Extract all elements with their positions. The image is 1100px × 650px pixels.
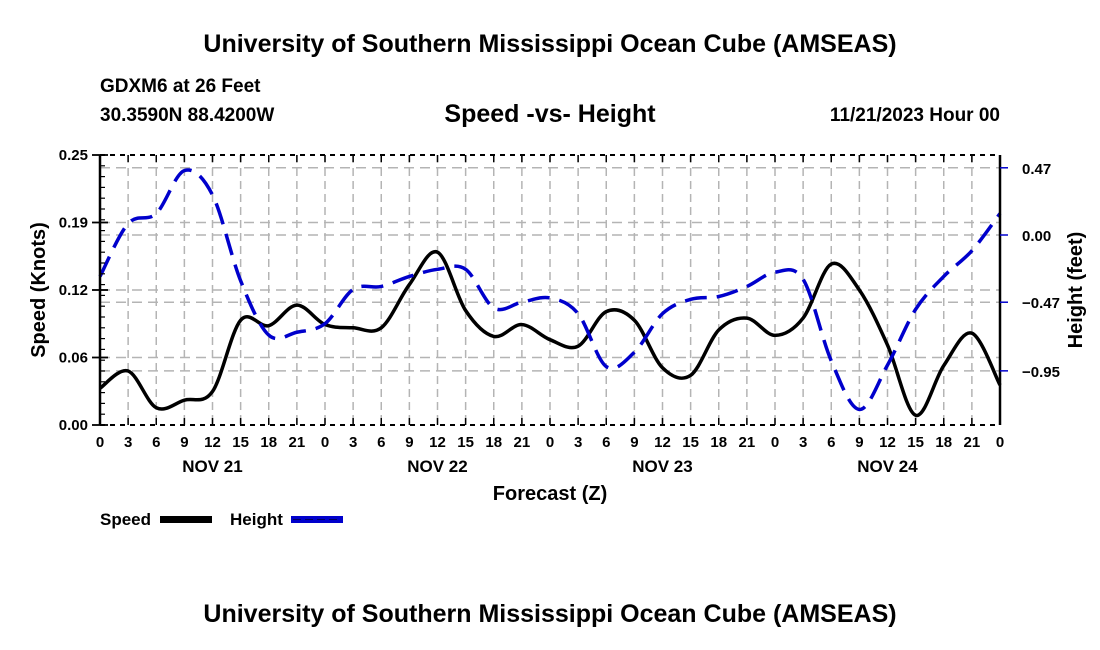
- x-tick-label: 18: [260, 434, 277, 451]
- x-tick-label: 6: [152, 434, 160, 451]
- date-label: NOV 24: [857, 457, 918, 476]
- y-tick-label: 0.25: [59, 147, 88, 164]
- y2-tick-label: −0.95: [1022, 364, 1060, 381]
- series-layer: [98, 168, 1002, 418]
- series-line-speed: [98, 250, 1002, 418]
- x-tick-label: 12: [204, 434, 221, 451]
- x-tick-label: 9: [405, 434, 413, 451]
- x-tick-label: 15: [232, 434, 249, 451]
- axes: 0 3 6 9 12 15 18 21 0 3 6 9 12 15 18 21 0 3 6 9 12 15 18 21 0 3 6 9…: [59, 147, 1060, 476]
- x-tick-label: 9: [855, 434, 863, 451]
- x-tick-label: 12: [429, 434, 446, 451]
- x-tick-label: 15: [457, 434, 474, 451]
- date-label: NOV 23: [632, 457, 692, 476]
- x-tick-label: 18: [935, 434, 952, 451]
- x-tick-label: 6: [827, 434, 835, 451]
- y-tick-label: 0.06: [59, 350, 88, 367]
- legend-speed-swatch: [160, 516, 212, 523]
- y2-tick-label: 0.47: [1022, 161, 1051, 178]
- x-tick-label: 0: [96, 434, 104, 451]
- x-tick-label: 0: [321, 434, 329, 451]
- x-tick-label: 18: [710, 434, 727, 451]
- footer-title: University of Southern Mississippi Ocean…: [203, 600, 897, 628]
- y-tick-label: 0.12: [59, 282, 88, 299]
- y-tick-label: 0.19: [59, 215, 88, 232]
- x-tick-label: 15: [907, 434, 924, 451]
- y-axis-label: Speed (Knots): [28, 222, 50, 358]
- x-tick-label: 3: [124, 434, 132, 451]
- x-tick-label: 6: [602, 434, 610, 451]
- x-tick-label: 18: [485, 434, 502, 451]
- legend-height-label: Height: [230, 510, 283, 529]
- chart-subtitle: Speed -vs- Height: [444, 100, 656, 128]
- x-tick-label: 9: [180, 434, 188, 451]
- x-tick-label: 21: [964, 434, 981, 451]
- x-tick-label: 12: [879, 434, 896, 451]
- y2-tick-label: −0.47: [1022, 295, 1060, 312]
- main-title: University of Southern Mississippi Ocean…: [203, 30, 897, 58]
- x-tick-label: 21: [739, 434, 756, 451]
- x-tick-label: 0: [546, 434, 554, 451]
- legend: Speed Height: [100, 510, 343, 529]
- x-tick-label: 3: [799, 434, 807, 451]
- x-tick-label: 0: [771, 434, 779, 451]
- x-tick-label: 0: [996, 434, 1004, 451]
- legend-speed-label: Speed: [100, 510, 151, 529]
- grid: [100, 155, 1000, 425]
- forecast-datetime: 11/21/2023 Hour 00: [829, 105, 1000, 126]
- x-tick-label: 12: [654, 434, 671, 451]
- coordinates-label: 30.3590N 88.4200W: [100, 105, 275, 126]
- x-tick-label: 3: [349, 434, 357, 451]
- x-tick-label: 21: [514, 434, 531, 451]
- date-label: NOV 21: [182, 457, 242, 476]
- y2-tick-label: 0.00: [1022, 228, 1051, 245]
- x-tick-label: 15: [682, 434, 699, 451]
- y-tick-label: 0.00: [59, 417, 88, 434]
- series-line-height: [98, 168, 1002, 412]
- date-label: NOV 22: [407, 457, 467, 476]
- x-axis-label: Forecast (Z): [493, 483, 607, 505]
- x-tick-label: 9: [630, 434, 638, 451]
- x-tick-label: 3: [574, 434, 582, 451]
- station-label: GDXM6 at 26 Feet: [100, 76, 261, 97]
- x-tick-label: 21: [289, 434, 306, 451]
- x-tick-label: 6: [377, 434, 385, 451]
- y2-axis-label: Height (feet): [1065, 232, 1087, 349]
